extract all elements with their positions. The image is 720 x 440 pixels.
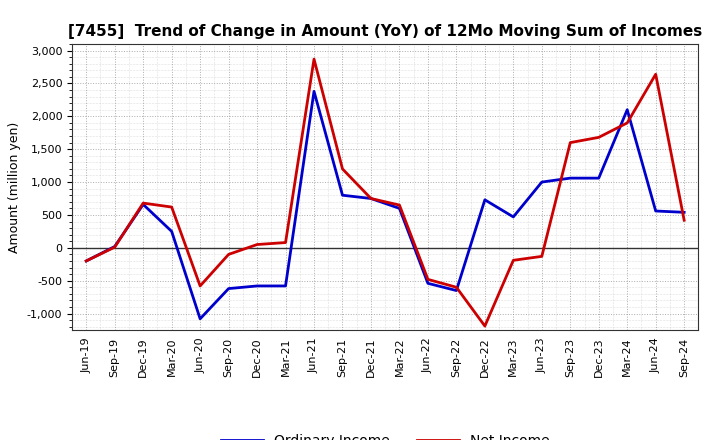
Net Income: [338, 166, 347, 172]
Net Income: [366, 196, 375, 201]
Net Income: [82, 258, 91, 264]
Ordinary Income: [253, 283, 261, 289]
Ordinary Income: [452, 288, 461, 293]
Net Income: [480, 323, 489, 329]
Ordinary Income: [480, 197, 489, 202]
Net Income: [623, 120, 631, 125]
Ordinary Income: [566, 176, 575, 181]
Legend: Ordinary Income, Net Income: Ordinary Income, Net Income: [215, 429, 555, 440]
Ordinary Income: [509, 214, 518, 220]
Ordinary Income: [282, 283, 290, 289]
Ordinary Income: [623, 107, 631, 112]
Ordinary Income: [395, 206, 404, 211]
Net Income: [509, 258, 518, 263]
Net Income: [167, 205, 176, 210]
Net Income: [395, 202, 404, 208]
Ordinary Income: [652, 209, 660, 214]
Net Income: [110, 245, 119, 250]
Line: Ordinary Income: Ordinary Income: [86, 92, 684, 319]
Ordinary Income: [423, 281, 432, 286]
Net Income: [452, 285, 461, 290]
Net Income: [680, 217, 688, 223]
Ordinary Income: [225, 286, 233, 291]
Ordinary Income: [139, 202, 148, 207]
Ordinary Income: [595, 176, 603, 181]
Y-axis label: Amount (million yen): Amount (million yen): [8, 121, 21, 253]
Net Income: [652, 72, 660, 77]
Ordinary Income: [680, 210, 688, 215]
Ordinary Income: [110, 244, 119, 249]
Title: [7455]  Trend of Change in Amount (YoY) of 12Mo Moving Sum of Incomes: [7455] Trend of Change in Amount (YoY) o…: [68, 24, 702, 39]
Net Income: [253, 242, 261, 247]
Ordinary Income: [366, 196, 375, 201]
Ordinary Income: [82, 258, 91, 264]
Net Income: [282, 240, 290, 245]
Ordinary Income: [310, 89, 318, 94]
Ordinary Income: [338, 193, 347, 198]
Net Income: [310, 56, 318, 62]
Net Income: [423, 277, 432, 282]
Net Income: [537, 254, 546, 259]
Net Income: [566, 140, 575, 145]
Net Income: [196, 283, 204, 289]
Ordinary Income: [196, 316, 204, 322]
Net Income: [139, 201, 148, 206]
Net Income: [595, 135, 603, 140]
Net Income: [225, 252, 233, 257]
Line: Net Income: Net Income: [86, 59, 684, 326]
Ordinary Income: [537, 180, 546, 185]
Ordinary Income: [167, 229, 176, 234]
